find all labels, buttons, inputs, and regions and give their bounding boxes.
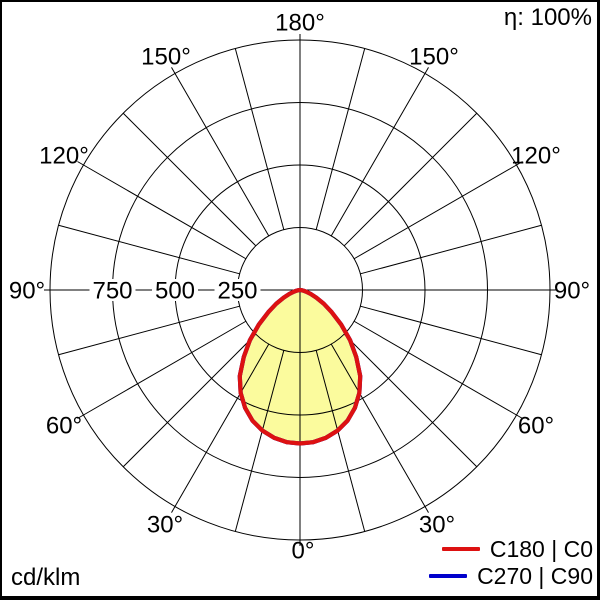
- chart-legend: C180 | C0 C270 | C90: [429, 537, 593, 588]
- angle-label: 150°: [409, 44, 459, 71]
- legend-label-c90: C270 | C90: [477, 562, 593, 589]
- radial-tick-label: 250: [217, 278, 257, 305]
- radial-tick-label: 500: [155, 278, 195, 305]
- polar-grid: [44, 34, 556, 546]
- unit-label: cd/klm: [11, 563, 81, 591]
- legend-item-c90: C270 | C90: [429, 564, 593, 588]
- grid-tick: [171, 67, 176, 74]
- angle-label: 0°: [292, 538, 315, 565]
- grid-spoke: [122, 333, 257, 468]
- grid-spoke: [353, 164, 517, 260]
- grid-spoke: [234, 350, 285, 532]
- angle-label: 120°: [511, 143, 561, 170]
- legend-item-c0: C180 | C0: [441, 535, 593, 562]
- grid-spoke: [343, 112, 478, 247]
- grid-spoke: [330, 343, 426, 507]
- grid-spoke: [360, 305, 542, 356]
- legend-line-blue-icon: [429, 573, 468, 578]
- angle-label: 60°: [518, 413, 554, 440]
- grid-tick: [77, 161, 84, 166]
- angle-label: 120°: [39, 143, 89, 170]
- grid-spoke: [174, 73, 270, 237]
- grid-spoke: [122, 112, 257, 247]
- grid-spoke: [360, 224, 542, 275]
- angle-label: 90°: [9, 278, 45, 305]
- legend-line-red-icon: [441, 546, 480, 551]
- grid-tick: [424, 506, 429, 513]
- grid-spoke: [83, 320, 247, 416]
- angle-label: 30°: [147, 512, 183, 539]
- grid-spoke: [315, 350, 366, 532]
- grid-spoke: [83, 164, 247, 260]
- grid-spoke: [234, 48, 285, 230]
- angle-label: 90°: [554, 278, 590, 305]
- efficiency-label: η: 100%: [503, 4, 592, 31]
- grid-spoke: [58, 224, 240, 275]
- grid-spoke: [174, 343, 270, 507]
- grid-spoke: [58, 305, 240, 356]
- radial-label-mask: [89, 279, 136, 301]
- grid-tick: [516, 161, 523, 166]
- angle-label: 60°: [46, 413, 82, 440]
- radial-tick-label: 750: [92, 278, 132, 305]
- grid-tick: [171, 506, 176, 513]
- angle-label: 30°: [419, 512, 455, 539]
- grid-tick: [77, 414, 84, 419]
- grid-spoke: [353, 320, 517, 416]
- grid-tick: [424, 67, 429, 74]
- grid-tick: [516, 414, 523, 419]
- distribution-curve-c180-c0: [237, 287, 363, 446]
- grid-spoke: [343, 333, 478, 468]
- angle-label: 180°: [275, 10, 325, 37]
- grid-spoke: [315, 48, 366, 230]
- radial-label-mask: [152, 279, 198, 301]
- radial-label-mask: [214, 279, 261, 301]
- angle-label: 150°: [141, 44, 191, 71]
- grid-spoke: [330, 73, 426, 237]
- legend-label-c0: C180 | C0: [489, 535, 593, 562]
